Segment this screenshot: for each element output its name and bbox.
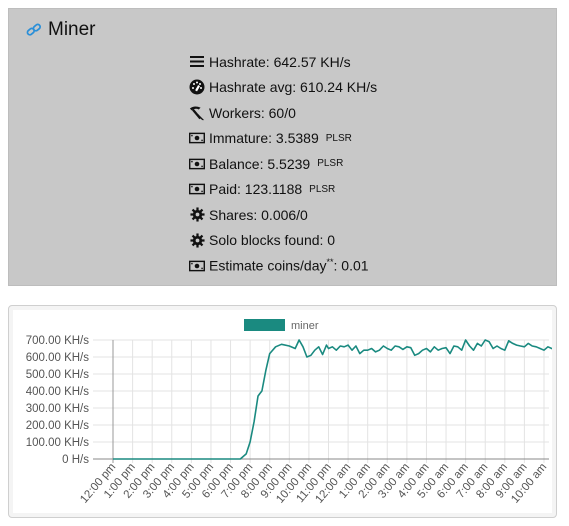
chart-legend[interactable]: miner <box>244 319 319 332</box>
legend-swatch <box>244 319 285 331</box>
stat-estimate-text: Estimate coins/day**: 0.01 <box>209 257 369 274</box>
y-tick-label: 0 H/s <box>62 454 89 466</box>
series-line-miner[interactable] <box>113 339 557 460</box>
stat-unit: PLSR <box>309 183 336 195</box>
gear-icon <box>189 207 205 223</box>
miner-panel: Miner Hashrate: 642.57 KH/s Hashrate avg… <box>8 8 557 286</box>
hashrate-chart: miner 0 H/s 100.00 KH/s 200.00 KH/s 300.00 … <box>26 319 557 506</box>
y-tick-label: 300.00 KH/s <box>26 403 90 415</box>
stat-label: Hashrate avg: 610.24 KH/s <box>209 79 378 96</box>
stat-hashrate-avg: Hashrate avg: 610.24 KH/s <box>189 75 377 101</box>
gear-icon <box>189 232 205 248</box>
stat-workers: Workers: 60/0 <box>189 100 377 126</box>
hashrate-chart-area: miner 0 H/s 100.00 KH/s 200.00 KH/s 300.00 … <box>13 310 557 513</box>
y-tick-label: 200.00 KH/s <box>26 420 90 432</box>
stat-hashrate: Hashrate: 642.57 KH/s <box>189 49 377 75</box>
x-axis-ticks: 12:00 pm1:00 pm2:00 pm3:00 pm4:00 pm5:00… <box>78 461 549 505</box>
miner-title: Miner <box>26 19 96 41</box>
miner-title-text: Miner <box>48 19 96 40</box>
y-tick-label: 400.00 KH/s <box>26 386 90 398</box>
chart-grid <box>93 339 549 463</box>
money-icon <box>189 258 205 274</box>
stat-unit: PLSR <box>317 158 344 170</box>
stat-immature: Immature: 3.5389 PLSR <box>189 126 377 152</box>
y-tick-label: 500.00 KH/s <box>26 369 90 381</box>
money-icon <box>189 130 205 146</box>
legend-label: miner <box>291 320 319 332</box>
stat-label: Workers: 60/0 <box>209 104 296 121</box>
stat-label: Hashrate: 642.57 KH/s <box>209 53 351 70</box>
stat-shares: Shares: 0.006/0 <box>189 202 377 228</box>
stat-label: Immature: 3.5389 <box>209 130 319 147</box>
y-tick-label: 100.00 KH/s <box>26 437 90 449</box>
stat-unit: PLSR <box>325 132 352 144</box>
stat-label: Balance: 5.5239 <box>209 155 311 172</box>
gauge-icon <box>189 79 205 95</box>
stat-label: Solo blocks found: 0 <box>209 232 336 249</box>
link-icon <box>26 22 42 38</box>
y-tick-label: 700.00 KH/s <box>26 335 90 347</box>
money-icon <box>189 156 205 172</box>
y-axis-ticks: 0 H/s 100.00 KH/s 200.00 KH/s 300.00 KH/s 40… <box>26 335 90 466</box>
stat-value: : 0.01 <box>333 258 369 275</box>
list-icon <box>189 54 205 70</box>
money-icon <box>189 181 205 197</box>
stat-label: Paid: 123.1188 <box>209 181 303 198</box>
y-tick-label: 600.00 KH/s <box>26 352 90 364</box>
stat-balance: Balance: 5.5239 PLSR <box>189 151 377 177</box>
stat-solo-blocks: Solo blocks found: 0 <box>189 228 377 254</box>
stat-estimate: Estimate coins/day**: 0.01 <box>189 253 377 279</box>
stat-footnote-mark: ** <box>326 257 334 268</box>
stat-paid: Paid: 123.1188 PLSR <box>189 177 377 203</box>
pickaxe-icon <box>189 105 205 121</box>
stat-label: Shares: 0.006/0 <box>209 206 308 223</box>
hashrate-chart-card: miner 0 H/s 100.00 KH/s 200.00 KH/s 300.00 … <box>8 305 557 518</box>
stat-label: Estimate coins/day <box>209 258 327 275</box>
chart-series <box>113 339 557 460</box>
miner-stats: Hashrate: 642.57 KH/s Hashrate avg: 610.… <box>189 49 377 279</box>
